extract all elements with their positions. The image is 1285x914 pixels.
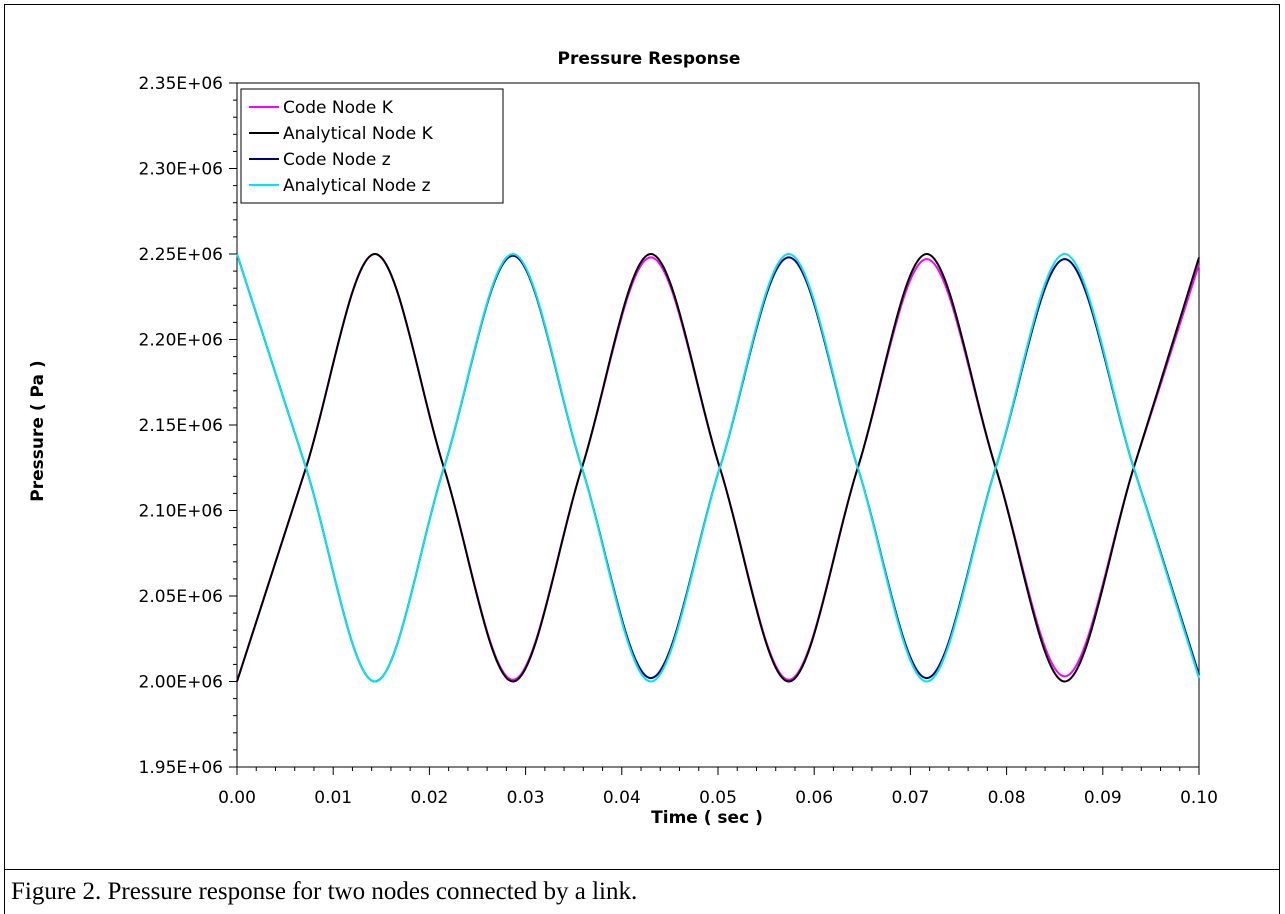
series-line-3 bbox=[236, 253, 1200, 683]
figure-caption: Figure 2. Pressure response for two node… bbox=[11, 878, 638, 905]
plot-area: 1.95E+06 2.00E+06 2.05E+06 2.10E+06 2.15E+06… bbox=[139, 74, 1218, 808]
x-tick-label: 0.10 bbox=[1180, 788, 1218, 808]
x-tick-label: 0.05 bbox=[699, 788, 737, 808]
x-axis-title: Time ( sec ) bbox=[651, 808, 763, 828]
y-tick-label: 2.05E+06 bbox=[139, 587, 223, 607]
legend-label-3: Code Node z bbox=[283, 150, 391, 170]
y-axis-title: Pressure ( Pa ) bbox=[28, 360, 48, 501]
chart-frame: Pressure Response 1.95E+06 2.00E+06 2.05E+… bbox=[4, 4, 1280, 870]
legend-label-1: Code Node K bbox=[283, 98, 394, 118]
x-tick-label: 0.03 bbox=[507, 788, 545, 808]
y-tick-label: 2.25E+06 bbox=[139, 245, 223, 265]
y-tick-label: 2.35E+06 bbox=[139, 74, 223, 94]
x-tick-label: 0.04 bbox=[603, 788, 641, 808]
x-tick-label: 0.01 bbox=[314, 788, 352, 808]
y-tick-label: 2.10E+06 bbox=[139, 502, 223, 522]
legend-box bbox=[240, 88, 504, 204]
chart-title: Pressure Response bbox=[558, 49, 741, 69]
x-tick-label: 0.08 bbox=[988, 788, 1026, 808]
series-line-4 bbox=[236, 252, 1200, 683]
y-tick-label: 2.30E+06 bbox=[139, 160, 223, 180]
y-tick-label: 2.20E+06 bbox=[139, 331, 223, 351]
legend-label-2: Analytical Node K bbox=[283, 124, 434, 144]
y-tick-label: 2.00E+06 bbox=[139, 673, 223, 693]
pressure-chart: Pressure Response 1.95E+06 2.00E+06 2.05E+… bbox=[28, 49, 1218, 828]
y-tick-label: 2.15E+06 bbox=[139, 416, 223, 436]
x-tick-label: 0.06 bbox=[795, 788, 833, 808]
x-tick-label: 0.07 bbox=[891, 788, 929, 808]
caption-box: Figure 2. Pressure response for two node… bbox=[4, 870, 1280, 914]
series-line-1 bbox=[236, 252, 1200, 682]
legend-label-4: Analytical Node z bbox=[283, 176, 431, 196]
x-tick-label: 0.02 bbox=[410, 788, 448, 808]
x-tick-label: 0.00 bbox=[218, 788, 256, 808]
x-tick-label: 0.09 bbox=[1084, 788, 1122, 808]
series-line-2 bbox=[236, 252, 1200, 683]
y-tick-label: 1.95E+06 bbox=[139, 758, 223, 778]
